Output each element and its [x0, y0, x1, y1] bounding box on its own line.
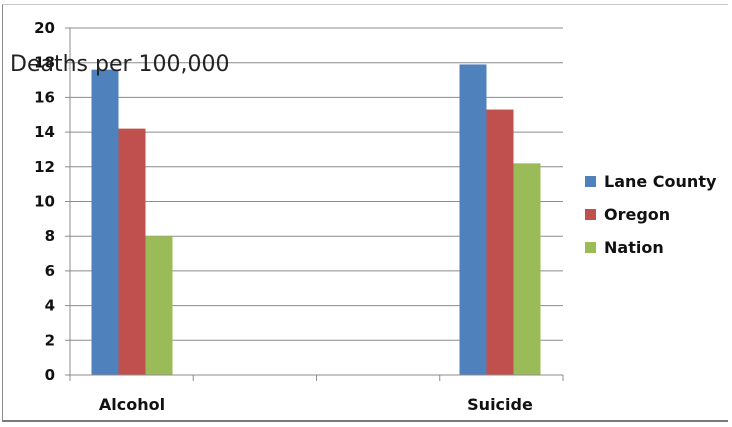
legend-label: Nation	[604, 238, 664, 257]
bar-lane-county-alcohol	[91, 69, 119, 375]
y-tick-label: 16	[34, 88, 55, 106]
y-tick-labels: 0 2 4 6 8 10 12 14 16 18 20	[34, 19, 55, 384]
y-tick-label: 14	[34, 123, 55, 141]
y-tick-label: 6	[45, 262, 55, 280]
bar-oregon-alcohol	[118, 128, 146, 375]
bar-nation-alcohol	[145, 236, 173, 375]
chart-border	[2, 4, 728, 422]
bars	[91, 64, 541, 376]
x-category-label: Suicide	[467, 395, 533, 414]
legend-label: Lane County	[604, 172, 717, 191]
y-tick-label: 20	[34, 19, 55, 37]
axes	[65, 27, 564, 381]
bar-oregon-suicide	[486, 109, 514, 376]
y-tick-label: 10	[34, 193, 55, 211]
legend-swatch	[585, 176, 596, 187]
legend-swatch	[585, 209, 596, 220]
y-tick-label: 12	[34, 158, 55, 176]
y-tick-label: 8	[45, 227, 55, 245]
legend: Lane County Oregon Nation	[585, 172, 717, 257]
category-labels: Alcohol Suicide	[99, 395, 533, 414]
y-tick-label: 4	[45, 297, 55, 315]
legend-swatch	[585, 242, 596, 253]
y-axis-label: Deaths per 100,000	[10, 52, 230, 77]
bar-lane-county-suicide	[459, 64, 487, 375]
y-tick-label: 0	[45, 366, 55, 384]
legend-label: Oregon	[604, 205, 670, 224]
y-tick-label: 18	[34, 54, 55, 72]
x-category-label: Alcohol	[99, 395, 165, 414]
bar-nation-suicide	[513, 163, 541, 375]
y-tick-label: 2	[45, 331, 55, 349]
